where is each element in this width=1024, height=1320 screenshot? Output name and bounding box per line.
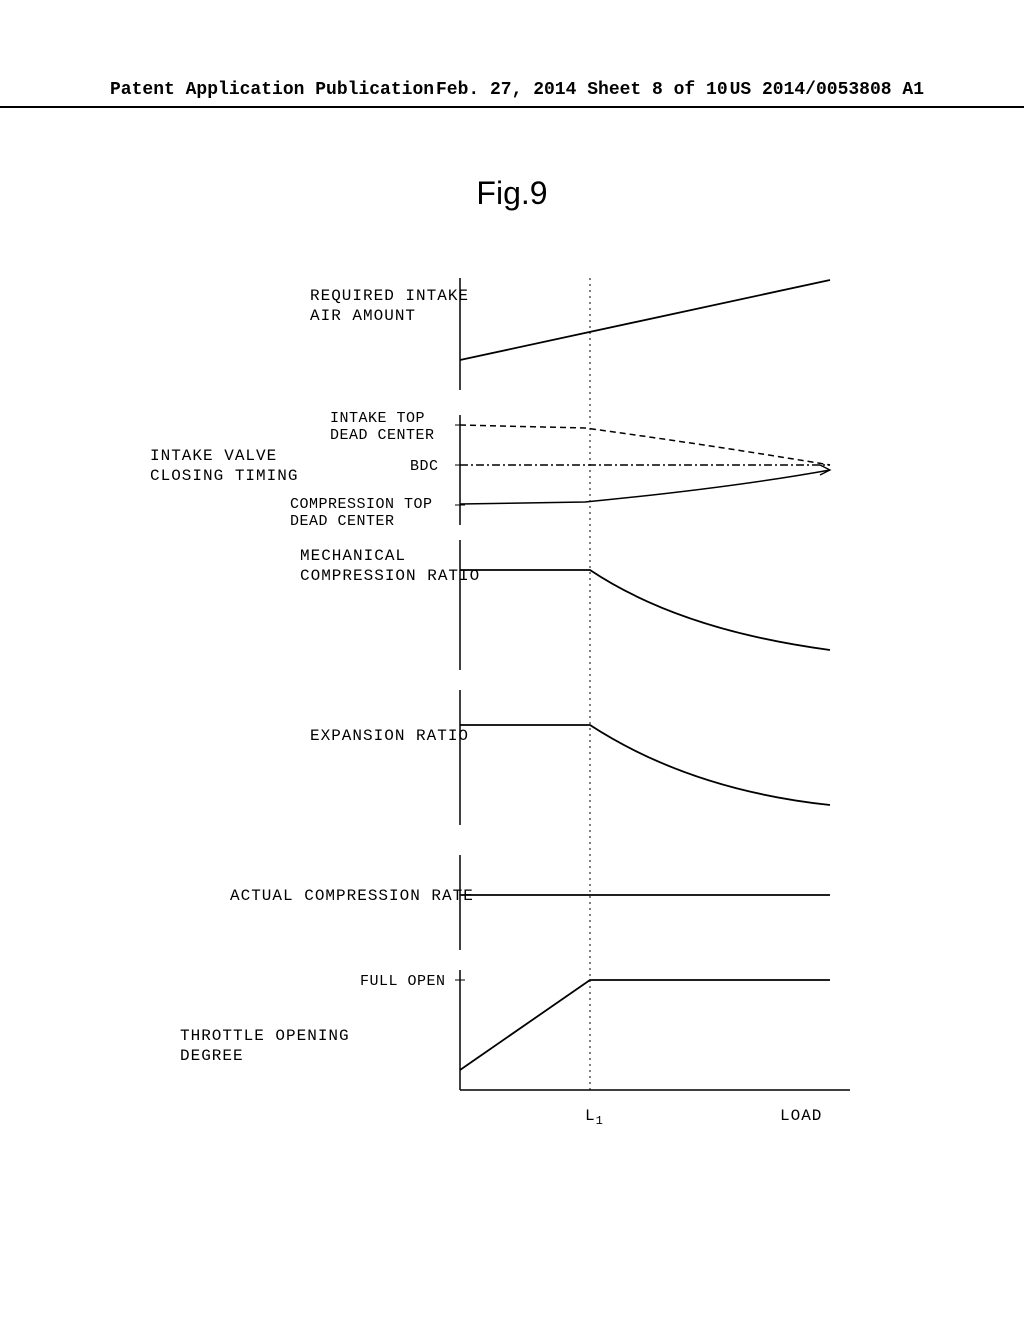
chart-area: REQUIRED INTAKE AIR AMOUNT INTAKE VALVE CLO… — [130, 270, 890, 1150]
svg-text:INTAKE VALVE: INTAKE VALVE — [150, 447, 277, 465]
svg-text:THROTTLE OPENING: THROTTLE OPENING — [180, 1027, 350, 1045]
header-right: US 2014/0053808 A1 — [730, 80, 924, 100]
figure-title: Fig.9 — [0, 175, 1024, 212]
svg-text:CLOSING TIMING: CLOSING TIMING — [150, 467, 298, 485]
svg-text:LOAD: LOAD — [780, 1107, 822, 1125]
svg-text:FULL OPEN: FULL OPEN — [360, 973, 446, 990]
header-center: Feb. 27, 2014 Sheet 8 of 10 — [436, 80, 728, 100]
svg-text:INTAKE TOP: INTAKE TOP — [330, 410, 425, 427]
svg-text:MECHANICAL: MECHANICAL — [300, 547, 406, 565]
svg-text:EXPANSION RATIO: EXPANSION RATIO — [310, 727, 469, 745]
svg-text:DEGREE: DEGREE — [180, 1047, 244, 1065]
svg-text:DEAD CENTER: DEAD CENTER — [330, 427, 435, 444]
page-header: Patent Application Publication Feb. 27, … — [0, 80, 1024, 108]
chart-svg: REQUIRED INTAKE AIR AMOUNT INTAKE VALVE CLO… — [130, 270, 890, 1150]
svg-text:BDC: BDC — [410, 458, 439, 475]
svg-text:DEAD CENTER: DEAD CENTER — [290, 513, 395, 530]
svg-text:COMPRESSION RATIO: COMPRESSION RATIO — [300, 567, 480, 585]
svg-text:ACTUAL COMPRESSION RATE: ACTUAL COMPRESSION RATE — [230, 887, 474, 905]
svg-text:REQUIRED INTAKE: REQUIRED INTAKE — [310, 287, 469, 305]
svg-text:COMPRESSION TOP: COMPRESSION TOP — [290, 496, 433, 513]
svg-text:L1: L1 — [585, 1107, 604, 1128]
svg-text:AIR AMOUNT: AIR AMOUNT — [310, 307, 416, 325]
header-left: Patent Application Publication — [110, 80, 434, 100]
